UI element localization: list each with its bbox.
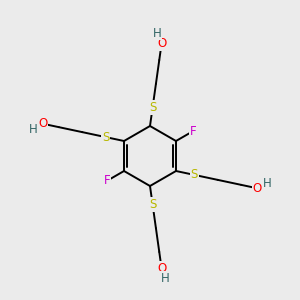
Text: H: H bbox=[161, 272, 170, 285]
Text: F: F bbox=[190, 125, 196, 138]
Text: H: H bbox=[153, 27, 161, 40]
Text: S: S bbox=[102, 130, 110, 144]
Text: O: O bbox=[157, 262, 166, 275]
Text: S: S bbox=[149, 198, 156, 211]
Text: H: H bbox=[29, 123, 38, 136]
Text: O: O bbox=[157, 37, 166, 50]
Text: O: O bbox=[38, 117, 47, 130]
Text: S: S bbox=[149, 101, 156, 114]
Text: S: S bbox=[190, 168, 198, 182]
Text: H: H bbox=[262, 177, 271, 190]
Text: O: O bbox=[253, 182, 262, 195]
Text: F: F bbox=[104, 174, 110, 187]
